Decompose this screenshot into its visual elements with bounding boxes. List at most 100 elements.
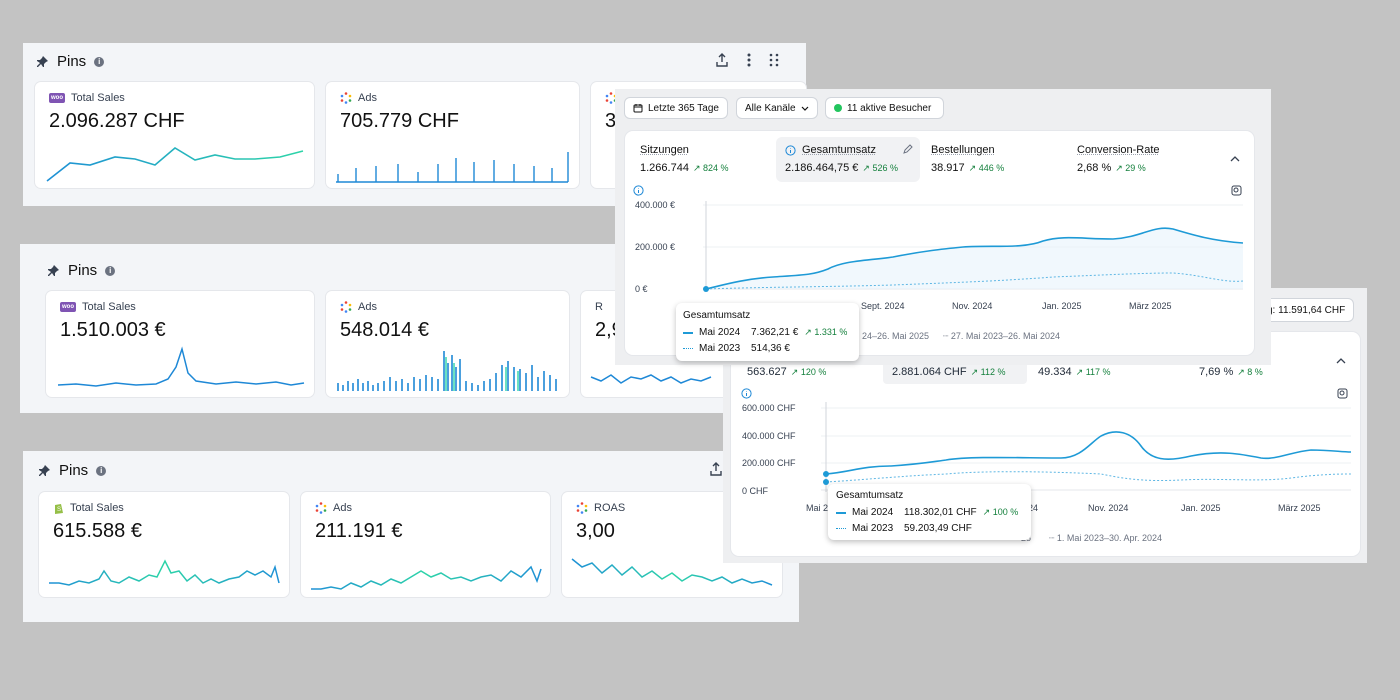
metric-change: 526 % [872, 163, 898, 173]
metric-value: 38.917 [931, 162, 965, 174]
x-tick: Jan. 2025 [1042, 301, 1082, 311]
card-label: Total Sales [71, 92, 125, 104]
more-vertical-icon[interactable] [747, 53, 751, 67]
active-visitors-badge[interactable]: 11 aktive Besucher [825, 97, 944, 119]
sparkline [337, 351, 557, 391]
card-value: 705.779 CHF [340, 110, 459, 132]
metric-sessions[interactable]: Sitzungen 1.266.744 ↗ 824 % [640, 144, 729, 174]
info-circle-icon[interactable] [741, 388, 752, 399]
legend-current-text: 24–26. Mai 2025 [862, 331, 930, 341]
metric-title: Conversion-Rate [1077, 144, 1160, 156]
info-icon[interactable]: i [94, 56, 105, 67]
card-label: Ads [358, 92, 377, 104]
chart-card: 563.627 ↗ 120 % 2.881.064 CHF ↗ 112 % 49.3… [731, 332, 1360, 556]
chevron-down-icon [801, 106, 809, 111]
zoom-icon[interactable] [1231, 185, 1242, 196]
active-visitors-label: 11 aktive Besucher [847, 102, 932, 114]
card-value: 3,00 [576, 520, 615, 542]
ads-icon [576, 502, 588, 514]
share-icon[interactable] [715, 53, 729, 67]
zoom-icon[interactable] [1337, 388, 1348, 399]
metric-revenue[interactable]: 2.881.064 CHF ↗ 112 % [892, 366, 1006, 378]
info-circle-icon [785, 144, 796, 156]
info-icon[interactable]: i [105, 265, 116, 276]
drag-handle-icon[interactable] [769, 53, 779, 67]
x-tick: Sept. 2024 [861, 301, 905, 311]
metric-card-total-sales[interactable]: woo Total Sales 2.096.287 CHF [35, 82, 314, 188]
legend-current: 24–26. Mai 2025 [862, 331, 929, 341]
x-tick: März 2025 [1278, 503, 1321, 513]
info-circle-icon[interactable] [633, 185, 644, 196]
card-label: R [595, 301, 603, 313]
metric-card-total-sales[interactable]: S Total Sales 615.588 € [39, 492, 289, 597]
pin-icon [37, 55, 48, 67]
legend-previous: ┈ 27. Mai 2023–26. Mai 2024 [943, 331, 1060, 341]
ads-icon [340, 301, 352, 313]
channels-dropdown[interactable]: Alle Kanäle [736, 97, 818, 119]
card-value: 1.510.003 € [60, 319, 166, 341]
metric-card-ads[interactable]: Ads 548.014 € [326, 291, 569, 397]
sparkline [57, 346, 305, 387]
x-tick: Mai 2 [806, 503, 829, 513]
metric-change: 29 % [1125, 163, 1146, 173]
live-dot [834, 104, 842, 112]
total-pill: g: 11.591,64 CHF [1258, 298, 1355, 322]
chart-tooltip: Gesamtumsatz Mai 2024 118.302,01 CHF ↗ 1… [828, 484, 1031, 540]
date-range-label: Letzte 365 Tage [648, 102, 719, 114]
x-tick: Nov. 2024 [1088, 503, 1129, 513]
metric-card-total-sales[interactable]: woo Total Sales 1.510.003 € [46, 291, 314, 397]
tooltip-label: Mai 2023 [852, 523, 894, 534]
edit-pencil-icon[interactable] [903, 144, 913, 154]
metric-value: 7,69 % [1199, 366, 1234, 378]
metric-title: Gesamtumsatz [802, 144, 876, 156]
chevron-up-icon[interactable] [1230, 156, 1240, 162]
pin-icon [39, 464, 50, 476]
metric-orders[interactable]: 49.334 ↗ 117 % [1038, 366, 1111, 378]
tooltip-value: 59.203,49 CHF [904, 523, 972, 534]
metric-card-ads[interactable]: Ads 211.191 € [301, 492, 550, 597]
card-label: ROAS [594, 502, 626, 514]
sparkline [571, 558, 773, 586]
metric-revenue[interactable]: Gesamtumsatz 2.186.464,75 € ↗ 526 % [785, 144, 898, 174]
tooltip-row-previous: Mai 2023 514,36 € [683, 343, 790, 354]
header-actions [715, 53, 779, 67]
tooltip-label: Mai 2023 [699, 343, 741, 354]
y-tick: 400.000 € [635, 200, 676, 210]
card-label: Total Sales [82, 301, 136, 313]
pins-header: Pins i [35, 53, 105, 70]
metric-value: 563.627 [747, 366, 787, 378]
share-icon[interactable] [709, 462, 723, 476]
metric-sessions[interactable]: 563.627 ↗ 120 % [747, 366, 827, 378]
woocommerce-icon: woo [49, 93, 65, 103]
tooltip-title: Gesamtumsatz [683, 310, 751, 321]
date-range-button[interactable]: Letzte 365 Tage [624, 97, 728, 119]
pins-header: Pins i [37, 462, 107, 479]
card-label: Ads [333, 502, 352, 514]
pins-title: Pins [57, 53, 87, 70]
card-label: Ads [358, 301, 377, 313]
metric-orders[interactable]: Bestellungen 38.917 ↗ 446 % [931, 144, 1005, 174]
chart-tooltip: Gesamtumsatz Mai 2024 7.362,21 € ↗ 1.331… [676, 303, 859, 361]
card-label: Total Sales [70, 502, 124, 514]
metric-value: 49.334 [1038, 366, 1072, 378]
y-tick: 600.000 CHF [742, 403, 796, 413]
tooltip-value: 118.302,01 CHF [904, 507, 977, 518]
channels-label: Alle Kanäle [745, 102, 796, 114]
tooltip-change: 100 % [992, 507, 1019, 517]
info-icon[interactable]: i [96, 465, 107, 476]
chevron-up-icon[interactable] [1336, 358, 1346, 364]
y-tick: 0 CHF [742, 486, 769, 496]
metric-conversion[interactable]: 7,69 % ↗ 8 % [1199, 366, 1263, 378]
tooltip-row-current: Mai 2024 7.362,21 € ↗ 1.331 % [683, 327, 847, 338]
sparkline [49, 559, 280, 586]
metric-change: 120 % [800, 367, 827, 377]
tooltip-row-current: Mai 2024 118.302,01 CHF ↗ 100 % [836, 507, 1018, 518]
tooltip-value: 7.362,21 € [751, 327, 799, 338]
sparkline [590, 374, 712, 384]
metric-selected-bg [776, 137, 920, 182]
line-chart [703, 201, 1243, 292]
legend-previous-text: 1. Mai 2023–30. Apr. 2024 [1056, 533, 1163, 543]
tooltip-title: Gesamtumsatz [836, 490, 904, 501]
metric-conversion[interactable]: Conversion-Rate 2,68 % ↗ 29 % [1077, 144, 1160, 174]
metric-card-ads[interactable]: Ads 705.779 CHF [326, 82, 579, 188]
